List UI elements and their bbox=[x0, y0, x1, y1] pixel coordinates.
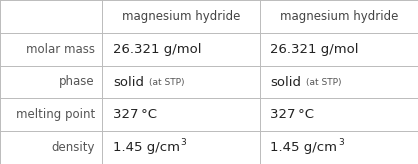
Text: (at STP): (at STP) bbox=[306, 78, 342, 86]
Text: magnesium hydride: magnesium hydride bbox=[122, 10, 240, 23]
Text: 3: 3 bbox=[181, 138, 186, 147]
Text: 26.321 g/mol: 26.321 g/mol bbox=[113, 43, 201, 56]
Text: (at STP): (at STP) bbox=[149, 78, 184, 86]
Text: 1.45 g/cm: 1.45 g/cm bbox=[113, 141, 180, 154]
Text: 327 °C: 327 °C bbox=[270, 108, 314, 121]
Text: phase: phase bbox=[59, 75, 95, 89]
Text: 3: 3 bbox=[338, 138, 344, 147]
Text: 327 °C: 327 °C bbox=[113, 108, 157, 121]
Text: density: density bbox=[51, 141, 95, 154]
Text: solid: solid bbox=[270, 75, 301, 89]
Text: 1.45 g/cm: 1.45 g/cm bbox=[270, 141, 337, 154]
Text: 26.321 g/mol: 26.321 g/mol bbox=[270, 43, 359, 56]
Text: melting point: melting point bbox=[15, 108, 95, 121]
Text: molar mass: molar mass bbox=[26, 43, 95, 56]
Text: magnesium hydride: magnesium hydride bbox=[280, 10, 398, 23]
Text: solid: solid bbox=[113, 75, 144, 89]
